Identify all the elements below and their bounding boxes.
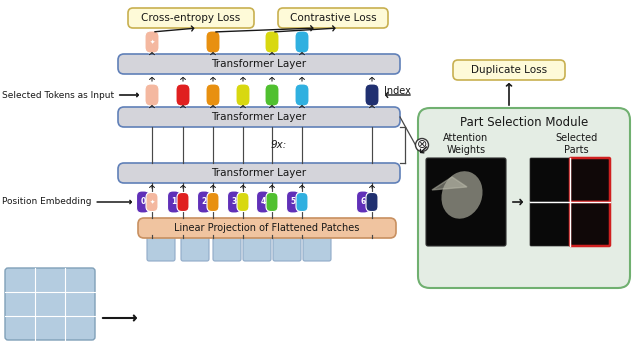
FancyBboxPatch shape [570, 202, 610, 246]
FancyBboxPatch shape [266, 192, 278, 211]
FancyBboxPatch shape [207, 192, 219, 211]
FancyBboxPatch shape [136, 191, 150, 213]
Text: Contrastive Loss: Contrastive Loss [290, 13, 376, 23]
FancyBboxPatch shape [243, 235, 271, 261]
FancyBboxPatch shape [128, 8, 254, 28]
FancyBboxPatch shape [138, 218, 396, 238]
Text: 5: 5 [291, 198, 296, 207]
Text: Linear Projection of Flattened Patches: Linear Projection of Flattened Patches [174, 223, 360, 233]
FancyBboxPatch shape [426, 158, 506, 246]
FancyBboxPatch shape [227, 191, 241, 213]
FancyBboxPatch shape [356, 191, 369, 213]
Text: 1: 1 [172, 198, 177, 207]
FancyBboxPatch shape [453, 60, 565, 80]
Text: Selected Tokens as Input: Selected Tokens as Input [2, 91, 138, 100]
Text: 0: 0 [140, 198, 146, 207]
FancyBboxPatch shape [118, 54, 400, 74]
FancyBboxPatch shape [237, 192, 249, 211]
FancyBboxPatch shape [418, 108, 630, 288]
Text: Index: Index [384, 86, 411, 96]
Text: Part Selection Module: Part Selection Module [460, 116, 588, 128]
Circle shape [415, 138, 429, 152]
FancyBboxPatch shape [145, 84, 159, 106]
FancyBboxPatch shape [206, 31, 220, 53]
FancyBboxPatch shape [118, 107, 400, 127]
Text: 6: 6 [360, 198, 365, 207]
FancyBboxPatch shape [295, 31, 309, 53]
Text: 9x:: 9x: [271, 140, 287, 150]
FancyBboxPatch shape [296, 192, 308, 211]
FancyBboxPatch shape [295, 84, 309, 106]
FancyBboxPatch shape [265, 31, 279, 53]
Text: Position Embedding: Position Embedding [2, 198, 131, 207]
FancyBboxPatch shape [273, 235, 301, 261]
FancyBboxPatch shape [147, 235, 175, 261]
FancyBboxPatch shape [287, 191, 300, 213]
FancyBboxPatch shape [278, 8, 388, 28]
Text: ✦: ✦ [149, 200, 155, 204]
FancyBboxPatch shape [265, 84, 279, 106]
Text: Duplicate Loss: Duplicate Loss [471, 65, 547, 75]
Text: Attention
Weights: Attention Weights [444, 133, 488, 155]
FancyBboxPatch shape [570, 158, 610, 202]
FancyBboxPatch shape [5, 268, 95, 340]
FancyBboxPatch shape [570, 202, 610, 246]
FancyBboxPatch shape [181, 235, 209, 261]
FancyBboxPatch shape [198, 191, 211, 213]
FancyBboxPatch shape [366, 192, 378, 211]
Text: 3: 3 [232, 198, 237, 207]
FancyBboxPatch shape [257, 191, 269, 213]
Text: Transformer Layer: Transformer Layer [211, 59, 307, 69]
FancyBboxPatch shape [530, 202, 570, 246]
FancyBboxPatch shape [176, 84, 190, 106]
Text: Selected
Parts: Selected Parts [555, 133, 597, 155]
FancyBboxPatch shape [118, 163, 400, 183]
FancyBboxPatch shape [177, 192, 189, 211]
Text: ⊗: ⊗ [417, 138, 428, 152]
FancyBboxPatch shape [570, 158, 610, 202]
Text: Transformer Layer: Transformer Layer [211, 168, 307, 178]
FancyBboxPatch shape [146, 192, 158, 211]
FancyBboxPatch shape [530, 158, 570, 202]
FancyBboxPatch shape [168, 191, 180, 213]
FancyBboxPatch shape [145, 31, 159, 53]
FancyBboxPatch shape [213, 235, 241, 261]
Text: Cross-entropy Loss: Cross-entropy Loss [141, 13, 241, 23]
FancyBboxPatch shape [365, 84, 379, 106]
Text: ✦: ✦ [149, 39, 155, 45]
FancyBboxPatch shape [236, 84, 250, 106]
Text: Transformer Layer: Transformer Layer [211, 112, 307, 122]
Polygon shape [432, 177, 467, 190]
Text: 2: 2 [202, 198, 207, 207]
Ellipse shape [442, 171, 483, 219]
Text: 4: 4 [260, 198, 266, 207]
FancyBboxPatch shape [303, 235, 331, 261]
FancyBboxPatch shape [206, 84, 220, 106]
